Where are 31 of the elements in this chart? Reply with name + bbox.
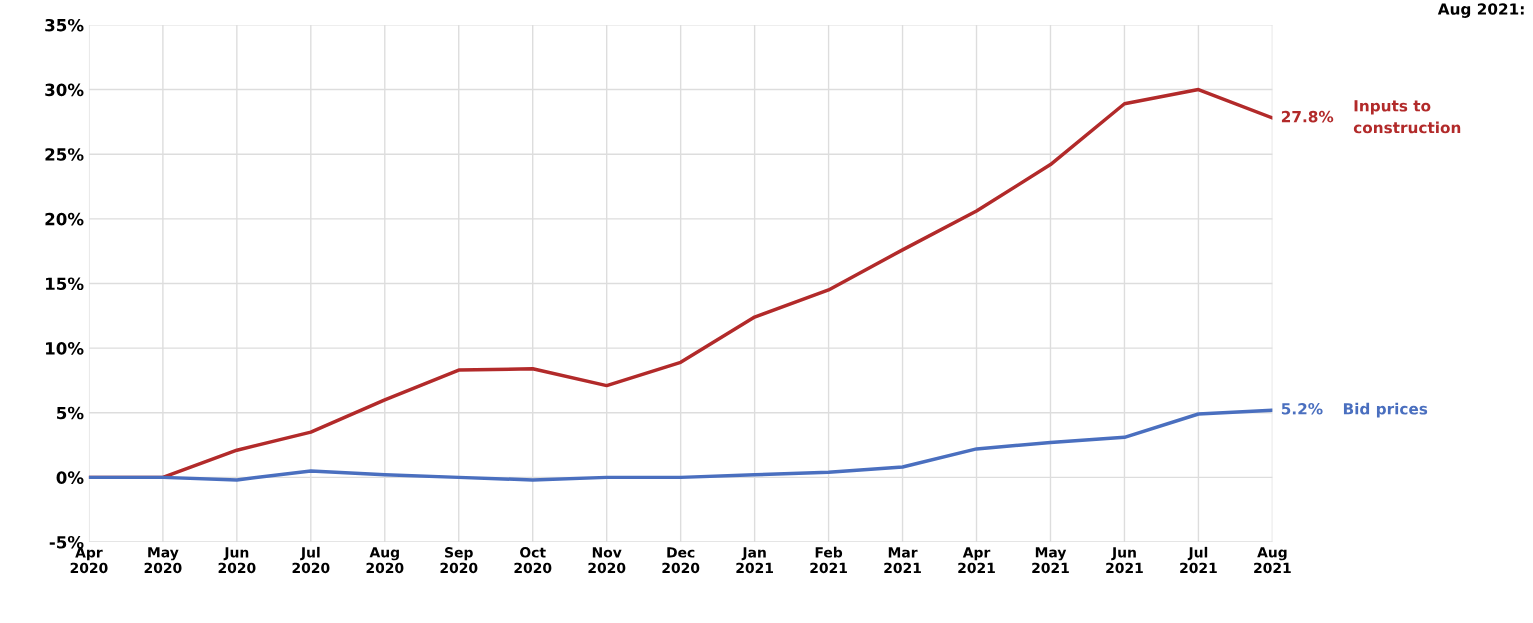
- y-tick-label: 20%: [45, 212, 84, 226]
- x-tick-label: Aug 2021: [1254, 547, 1291, 574]
- x-tick-label: Jun 2020: [218, 547, 256, 574]
- x-tick-label: Jul 2020: [292, 546, 330, 574]
- y-tick-label: 35%: [45, 18, 84, 32]
- x-tick-label: Jan 2021: [736, 547, 773, 574]
- x-tick-label: Jun 2021: [1106, 547, 1143, 574]
- text: Inputs to construction: [1353, 100, 1461, 134]
- data-label: 5.2%: [1281, 403, 1323, 415]
- text: Bid prices: [1343, 402, 1428, 418]
- data-label: 27.8%: [1281, 110, 1334, 123]
- x-tick-label: Jul 2021: [1180, 546, 1217, 574]
- y-tick-label: 30%: [45, 83, 84, 97]
- x-tick-label: Apr 2021: [958, 547, 995, 574]
- text: Aug 2021:: [1437, 3, 1524, 18]
- y-tick-label: 5%: [57, 406, 84, 420]
- y-tick-label: 0%: [56, 471, 84, 484]
- x-tick-label: Sep 2020: [440, 547, 478, 574]
- x-tick-label: Aug 2020: [366, 547, 404, 574]
- y-tick-label: -5%: [49, 535, 84, 549]
- x-tick-label: Mar 2021: [884, 547, 921, 574]
- x-tick-label: May 2021: [1032, 547, 1069, 574]
- x-tick-label: Feb 2021: [810, 546, 847, 574]
- y-tick-label: 10%: [46, 342, 84, 355]
- x-tick-label: Dec 2020: [662, 547, 700, 574]
- y-tick-label: 25%: [45, 148, 84, 161]
- x-tick-label: Oct 2020: [514, 547, 552, 574]
- line-series: [88, 408, 1273, 482]
- x-tick-label: May 2020: [144, 547, 182, 574]
- y-tick-label: 15%: [46, 277, 84, 291]
- x-tick-label: Nov 2020: [588, 547, 626, 574]
